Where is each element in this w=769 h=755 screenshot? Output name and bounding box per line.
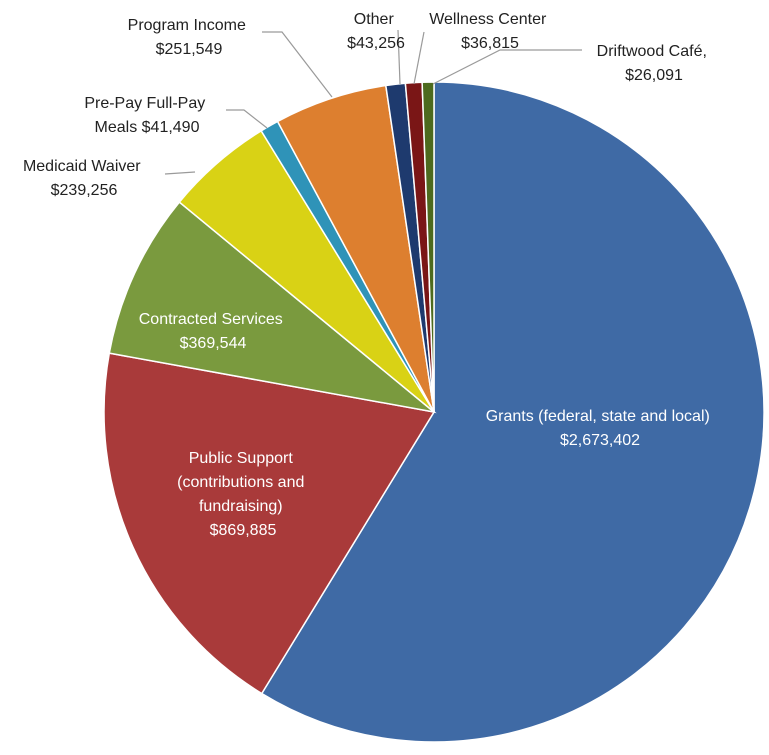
label-medicaid-waiver: Medicaid Waiver $239,256	[23, 158, 145, 199]
label-other: Other $43,256	[347, 11, 405, 52]
label-prepay-name: Pre-Pay Full-Pay	[84, 95, 205, 112]
label-public-support: Public Support (contributions and fundra…	[177, 450, 309, 539]
label-program-income-name: Program Income	[128, 17, 246, 34]
leader-line-program-income	[262, 31, 333, 98]
label-driftwood-value: $26,091	[625, 67, 683, 84]
label-public-support-value: $869,885	[210, 522, 277, 539]
label-grants-value: $2,673,402	[560, 432, 640, 449]
leader-line-wellness-center	[413, 31, 425, 85]
label-grants: Grants (federal, state and local) $2,673…	[486, 408, 715, 449]
label-medicaid-value: $239,256	[51, 182, 118, 199]
label-public-support-line2: (contributions and	[177, 474, 304, 491]
label-prepay-meals: Pre-Pay Full-Pay Meals $41,490	[84, 95, 209, 136]
leader-lines	[164, 29, 582, 175]
label-public-support-line1: Public Support	[189, 450, 294, 467]
label-prepay-value: Meals $41,490	[95, 119, 200, 136]
label-contracted-services: Contracted Services $369,544	[139, 311, 288, 352]
leader-line-driftwood-cafe	[432, 49, 582, 85]
label-contracted-value: $369,544	[180, 335, 247, 352]
pie-slice-contracted-services	[108, 201, 437, 414]
pie-slices	[103, 81, 765, 743]
leader-line-other	[397, 29, 401, 85]
label-other-value: $43,256	[347, 35, 405, 52]
label-driftwood-cafe: Driftwood Café, $26,091	[597, 43, 712, 84]
label-medicaid-name: Medicaid Waiver	[23, 158, 141, 175]
label-driftwood-name: Driftwood Café,	[597, 43, 707, 60]
label-grants-name: Grants (federal, state and local)	[486, 408, 710, 425]
leader-line-medicaid	[164, 171, 196, 175]
label-wellness-name: Wellness Center	[429, 11, 547, 28]
label-other-name: Other	[354, 11, 395, 28]
pie-slice-grants-federal-state-and-local	[260, 81, 765, 743]
label-public-support-line3: fundraising)	[199, 498, 283, 515]
label-wellness-center: Wellness Center $36,815	[429, 11, 551, 52]
label-contracted-name: Contracted Services	[139, 311, 283, 328]
leader-line-prepay	[226, 109, 268, 129]
label-program-income-value: $251,549	[156, 41, 223, 58]
slice-labels: Grants (federal, state and local) $2,673…	[23, 11, 715, 539]
label-wellness-value: $36,815	[461, 35, 519, 52]
pie-slice-public-support-contributions-and-fundraising	[103, 352, 436, 695]
label-program-income: Program Income $251,549	[128, 17, 251, 58]
pie-slice-driftwood-caf	[421, 81, 435, 413]
